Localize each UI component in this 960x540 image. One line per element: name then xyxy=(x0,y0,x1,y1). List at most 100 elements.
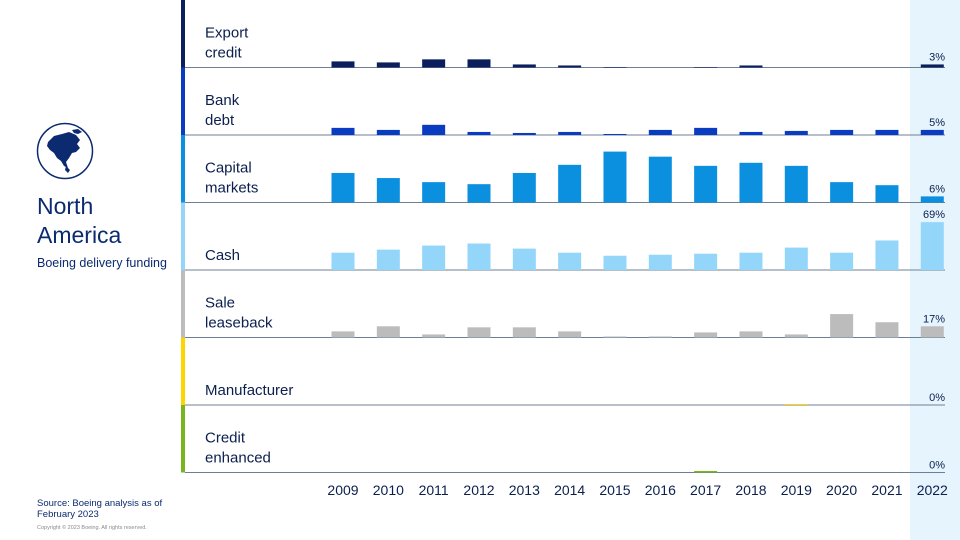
bar-bank-debt-2012 xyxy=(467,131,491,135)
pct-label-manufacturer: 0% xyxy=(929,392,945,404)
bar-cash-2021 xyxy=(875,240,899,270)
bar-cash-2009 xyxy=(331,252,355,270)
bar-sale-leaseback-2018 xyxy=(739,331,763,338)
region-subtitle: Boeing delivery funding xyxy=(37,256,167,270)
pct-label-credit-enhanced: 0% xyxy=(929,460,945,472)
bar-bank-debt-2020 xyxy=(830,129,854,135)
bar-bank-debt-2017 xyxy=(694,127,718,135)
bar-bank-debt-2016 xyxy=(648,129,672,135)
bar-bank-debt-2019 xyxy=(784,130,808,135)
bar-sale-leaseback-2011 xyxy=(422,334,446,338)
year-label-2014: 2014 xyxy=(554,482,585,498)
bar-capital-markets-2011 xyxy=(422,182,446,203)
bar-sale-leaseback-2010 xyxy=(376,326,400,338)
bar-bank-debt-2009 xyxy=(331,127,355,135)
bar-capital-markets-2015 xyxy=(603,151,627,203)
bar-capital-markets-2018 xyxy=(739,162,763,203)
bar-bank-debt-2013 xyxy=(512,132,536,135)
bar-export-credit-2014 xyxy=(558,65,582,68)
bar-cash-2010 xyxy=(376,249,400,270)
bar-bank-debt-2021 xyxy=(875,129,899,135)
year-label-2009: 2009 xyxy=(327,482,358,498)
bar-capital-markets-2019 xyxy=(784,165,808,203)
bar-capital-markets-2014 xyxy=(558,164,582,203)
row-label-cash: Cash xyxy=(205,247,240,264)
bar-sale-leaseback-2016 xyxy=(648,336,672,338)
bar-capital-markets-2013 xyxy=(512,172,536,203)
year-label-2019: 2019 xyxy=(781,482,812,498)
bar-export-credit-2010 xyxy=(376,62,400,68)
bar-bank-debt-2010 xyxy=(376,129,400,135)
year-label-2012: 2012 xyxy=(463,482,494,498)
year-label-2010: 2010 xyxy=(373,482,404,498)
row-label-credit-enhanced: Credit xyxy=(205,430,246,447)
bar-capital-markets-2012 xyxy=(467,184,491,203)
bar-export-credit-2022 xyxy=(920,64,944,68)
bar-bank-debt-2022 xyxy=(920,129,944,135)
row-label-capital-markets: Capital xyxy=(205,160,252,177)
copyright: Copyright © 2023 Boeing. All rights rese… xyxy=(37,525,147,531)
bar-cash-2017 xyxy=(694,253,718,270)
year-label-2021: 2021 xyxy=(871,482,902,498)
bar-bank-debt-2015 xyxy=(603,133,627,135)
row-stripe-export-credit xyxy=(181,0,185,68)
row-stripe-bank-debt xyxy=(181,67,185,135)
bar-cash-2018 xyxy=(739,252,763,270)
bar-cash-2015 xyxy=(603,255,627,270)
bar-capital-markets-2022 xyxy=(920,196,944,203)
bar-capital-markets-2010 xyxy=(376,178,400,203)
bar-capital-markets-2009 xyxy=(331,172,355,203)
year-label-2020: 2020 xyxy=(826,482,857,498)
bar-export-credit-2018 xyxy=(739,65,763,68)
pct-label-export-credit: 3% xyxy=(929,51,945,63)
year-label-2022: 2022 xyxy=(917,482,948,498)
source-note: Source: Boeing analysis as of February 2… xyxy=(37,498,163,520)
year-label-2015: 2015 xyxy=(599,482,630,498)
bar-manufacturer-2019 xyxy=(784,403,808,405)
pct-label-capital-markets: 6% xyxy=(929,183,945,195)
row-label-capital-markets: markets xyxy=(205,180,258,197)
bar-sale-leaseback-2019 xyxy=(784,334,808,338)
pct-label-bank-debt: 5% xyxy=(929,117,945,129)
bar-bank-debt-2018 xyxy=(739,131,763,135)
row-label-export-credit: Export xyxy=(205,25,249,42)
bar-capital-markets-2016 xyxy=(648,156,672,203)
row-label-sale-leaseback: Sale xyxy=(205,295,235,312)
pct-label-sale-leaseback: 17% xyxy=(923,313,945,325)
bar-cash-2012 xyxy=(467,243,491,270)
bar-export-credit-2017 xyxy=(694,66,718,68)
bar-cash-2020 xyxy=(830,252,854,270)
year-label-2017: 2017 xyxy=(690,482,721,498)
bar-credit-enhanced-2017 xyxy=(694,470,718,473)
year-label-2016: 2016 xyxy=(645,482,676,498)
bar-bank-debt-2011 xyxy=(422,124,446,135)
row-label-bank-debt: debt xyxy=(205,112,235,129)
bar-cash-2014 xyxy=(558,252,582,270)
bar-export-credit-2011 xyxy=(422,59,446,68)
row-label-manufacturer: Manufacturer xyxy=(205,382,293,399)
bar-cash-2013 xyxy=(512,248,536,270)
north-america-globe-icon xyxy=(36,122,94,180)
bar-sale-leaseback-2017 xyxy=(694,332,718,338)
bar-sale-leaseback-2022 xyxy=(920,326,944,338)
bar-capital-markets-2021 xyxy=(875,185,899,203)
year-label-2013: 2013 xyxy=(509,482,540,498)
bar-sale-leaseback-2014 xyxy=(558,331,582,338)
year-label-2018: 2018 xyxy=(735,482,766,498)
bar-capital-markets-2017 xyxy=(694,165,718,203)
bar-cash-2011 xyxy=(422,245,446,270)
row-label-export-credit: credit xyxy=(205,45,243,62)
bar-sale-leaseback-2013 xyxy=(512,327,536,338)
row-stripe-manufacturer xyxy=(181,337,185,405)
bar-sale-leaseback-2012 xyxy=(467,327,491,338)
region-title: North America xyxy=(37,193,122,248)
row-label-credit-enhanced: enhanced xyxy=(205,450,271,467)
bar-cash-2022 xyxy=(920,222,944,270)
bar-cash-2019 xyxy=(784,247,808,270)
bar-export-credit-2013 xyxy=(512,64,536,68)
bar-sale-leaseback-2021 xyxy=(875,322,899,338)
bar-export-credit-2012 xyxy=(467,59,491,68)
row-label-bank-debt: Bank xyxy=(205,92,240,109)
row-stripe-sale-leaseback xyxy=(181,270,185,338)
